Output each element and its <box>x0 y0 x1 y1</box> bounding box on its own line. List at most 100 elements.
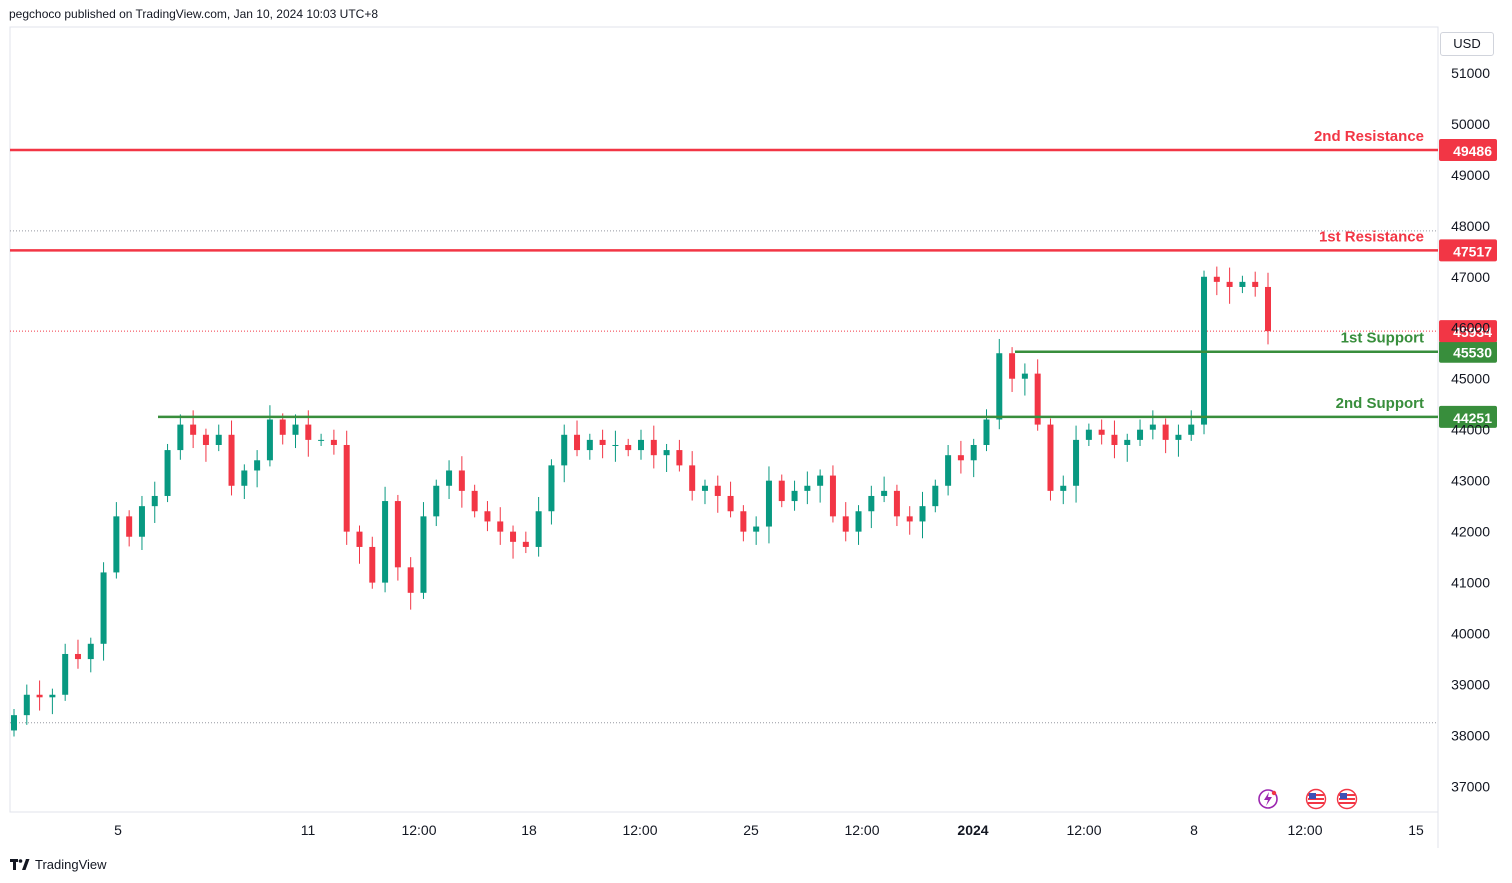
candle-body <box>484 511 491 522</box>
candle-body <box>36 694 43 698</box>
support-label: 2nd Support <box>1336 395 1424 412</box>
candle-body <box>11 715 17 731</box>
candle-body <box>369 546 376 583</box>
candle-body <box>1239 281 1246 287</box>
candle-body <box>945 455 952 486</box>
time-tick-label: 11 <box>301 822 316 838</box>
candle-body <box>663 450 670 456</box>
lightning-icon[interactable] <box>1257 788 1279 810</box>
candle-body <box>638 439 644 451</box>
candle-body <box>574 434 581 451</box>
candles-layer <box>11 266 1271 737</box>
candle-body <box>202 434 209 445</box>
candle-body <box>996 353 1003 420</box>
price-tick-label: 41000 <box>1451 575 1490 591</box>
us-flag-icon[interactable] <box>1336 788 1358 810</box>
candle-body <box>1047 424 1054 491</box>
price-tag <box>1439 139 1497 162</box>
candle-body <box>650 439 657 456</box>
candle-body <box>727 495 734 512</box>
time-tick-label: 15 <box>1408 822 1424 838</box>
time-axis: 5 11 12:00 18 12:00 25 12:00 2024 12:00 8 12:00 15 <box>114 822 1424 838</box>
current-price-tag <box>1439 320 1497 343</box>
price-tick-label: 49000 <box>1451 167 1490 183</box>
candle-body <box>753 526 760 532</box>
candle-body <box>228 434 235 486</box>
candle-body <box>778 480 785 502</box>
time-tick-label: 8 <box>1190 822 1198 838</box>
candle-body <box>74 653 81 660</box>
candle-body <box>343 444 350 532</box>
time-tick-label: 12:00 <box>1066 822 1101 838</box>
candle-body <box>1124 439 1131 445</box>
candle-body <box>126 516 133 537</box>
candle-body <box>1098 429 1105 435</box>
candle-body <box>1137 429 1144 440</box>
price-axis: 37000 38000 39000 40000 41000 42000 43000 44000… <box>1451 65 1490 795</box>
candle-body <box>23 694 30 716</box>
candle-body <box>254 460 261 471</box>
time-tick-label: 18 <box>521 822 537 838</box>
candle-body <box>740 511 747 532</box>
candle-body <box>318 439 325 441</box>
us-flag-icon[interactable] <box>1305 788 1327 810</box>
candle-body <box>1111 434 1118 445</box>
time-tick-label: 12:00 <box>1287 822 1322 838</box>
candle-body <box>394 501 401 568</box>
candle-body <box>868 495 875 512</box>
candle-body <box>87 643 94 660</box>
candle-body <box>1226 281 1233 287</box>
candle-body <box>561 434 568 466</box>
candle-body <box>689 465 696 491</box>
price-tick-label: 38000 <box>1451 728 1490 744</box>
candle-body <box>190 424 197 435</box>
candle-body <box>1085 429 1092 440</box>
candle-body <box>612 444 619 446</box>
candle-body <box>305 424 312 440</box>
candle-body <box>1213 276 1220 282</box>
footer-brand[interactable]: TradingView <box>10 857 107 872</box>
candle-body <box>100 572 107 644</box>
candle-body <box>407 567 414 593</box>
time-tick-label: 2024 <box>957 822 988 838</box>
candle-body <box>330 439 337 445</box>
candle-body <box>356 531 363 547</box>
tradingview-logo-icon <box>10 858 30 870</box>
candle-body <box>817 475 824 486</box>
candle-body <box>791 490 798 502</box>
candle-body <box>292 424 299 435</box>
price-tick-label: 43000 <box>1451 473 1490 489</box>
candle-body <box>893 490 900 517</box>
price-tag <box>1439 340 1497 363</box>
candle-body <box>957 455 964 461</box>
candle-body <box>151 495 158 507</box>
price-tag <box>1439 405 1497 428</box>
candle-body <box>906 516 913 522</box>
candle-body <box>241 470 248 486</box>
candle-body <box>164 450 171 496</box>
resistance-label: 2nd Resistance <box>1314 128 1424 145</box>
currency-selector[interactable]: USD <box>1440 32 1494 56</box>
price-tick-label: 51000 <box>1451 65 1490 81</box>
candle-body <box>471 490 478 512</box>
candle-body <box>714 485 721 496</box>
current-price-value: 45934 <box>1453 324 1492 340</box>
candle-body <box>279 419 286 435</box>
price-tick-label: 44000 <box>1451 422 1490 438</box>
candle-body <box>522 541 529 547</box>
time-tick-label: 12:00 <box>401 822 436 838</box>
candle-body <box>215 434 222 445</box>
candle-body <box>765 480 772 527</box>
price-tag-value: 49486 <box>1453 143 1492 159</box>
candle-body <box>1073 439 1080 486</box>
candle-body <box>113 516 120 573</box>
candle-body <box>1188 424 1195 435</box>
candle-body <box>49 694 56 698</box>
price-tick-label: 48000 <box>1451 218 1490 234</box>
candle-body <box>548 465 555 512</box>
levels-layer: 2nd Resistance 49486 1st Resistance 47517 1s… <box>10 128 1497 428</box>
price-tick-label: 42000 <box>1451 524 1490 540</box>
candle-body <box>497 521 504 532</box>
candle-body <box>1175 434 1182 440</box>
